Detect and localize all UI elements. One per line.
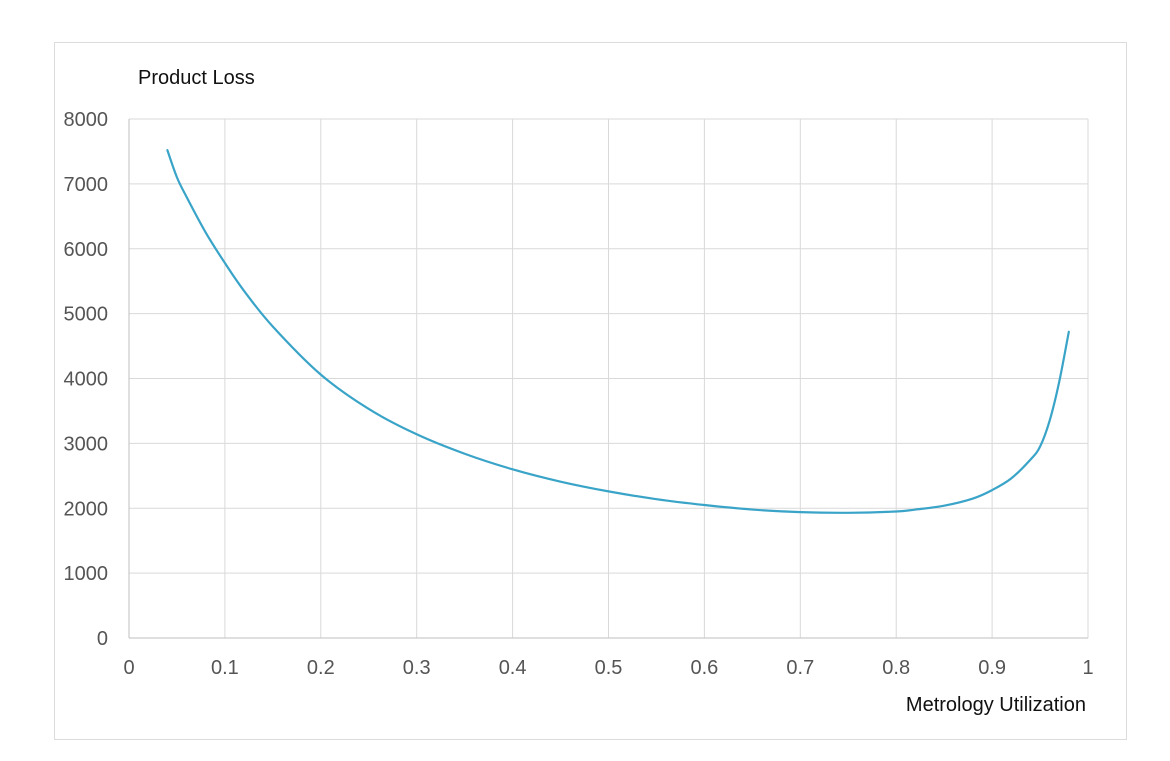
x-tick-label: 0.8 xyxy=(882,657,910,679)
x-tick-label: 0.2 xyxy=(307,657,335,679)
y-tick-label: 3000 xyxy=(64,433,109,455)
y-tick-label: 4000 xyxy=(64,369,109,391)
x-axis-title: Metrology Utilization xyxy=(906,694,1086,716)
y-tick-label: 8000 xyxy=(64,109,109,131)
axis-layer xyxy=(128,119,1088,639)
series-layer xyxy=(166,149,1070,514)
y-tick-label: 6000 xyxy=(64,239,109,261)
x-tick-label: 0 xyxy=(123,657,134,679)
x-tick-label: 0.5 xyxy=(595,657,623,679)
x-tick-label: 0.4 xyxy=(499,657,527,679)
y-tick-label: 7000 xyxy=(64,174,109,196)
x-tick-label: 1 xyxy=(1082,657,1093,679)
series-line xyxy=(166,149,1070,514)
y-tick-label: 0 xyxy=(97,628,108,650)
y-axis-title: Product Loss xyxy=(138,67,255,89)
y-tick-label: 5000 xyxy=(64,304,109,326)
x-tick-label: 0.6 xyxy=(690,657,718,679)
y-tick-label: 2000 xyxy=(64,498,109,520)
grid-layer xyxy=(129,118,1089,638)
chart-frame xyxy=(54,42,1127,740)
y-tick-label: 1000 xyxy=(64,563,109,585)
tick-layer: 0 0.1 0.2 0.3 0.4 0.5 0.6 0.7 0.8 0.9 1 0 1000 2000 30… xyxy=(64,109,1094,679)
x-tick-label: 0.3 xyxy=(403,657,431,679)
x-tick-label: 0.9 xyxy=(978,657,1006,679)
x-tick-label: 0.1 xyxy=(211,657,239,679)
x-tick-label: 0.7 xyxy=(786,657,814,679)
